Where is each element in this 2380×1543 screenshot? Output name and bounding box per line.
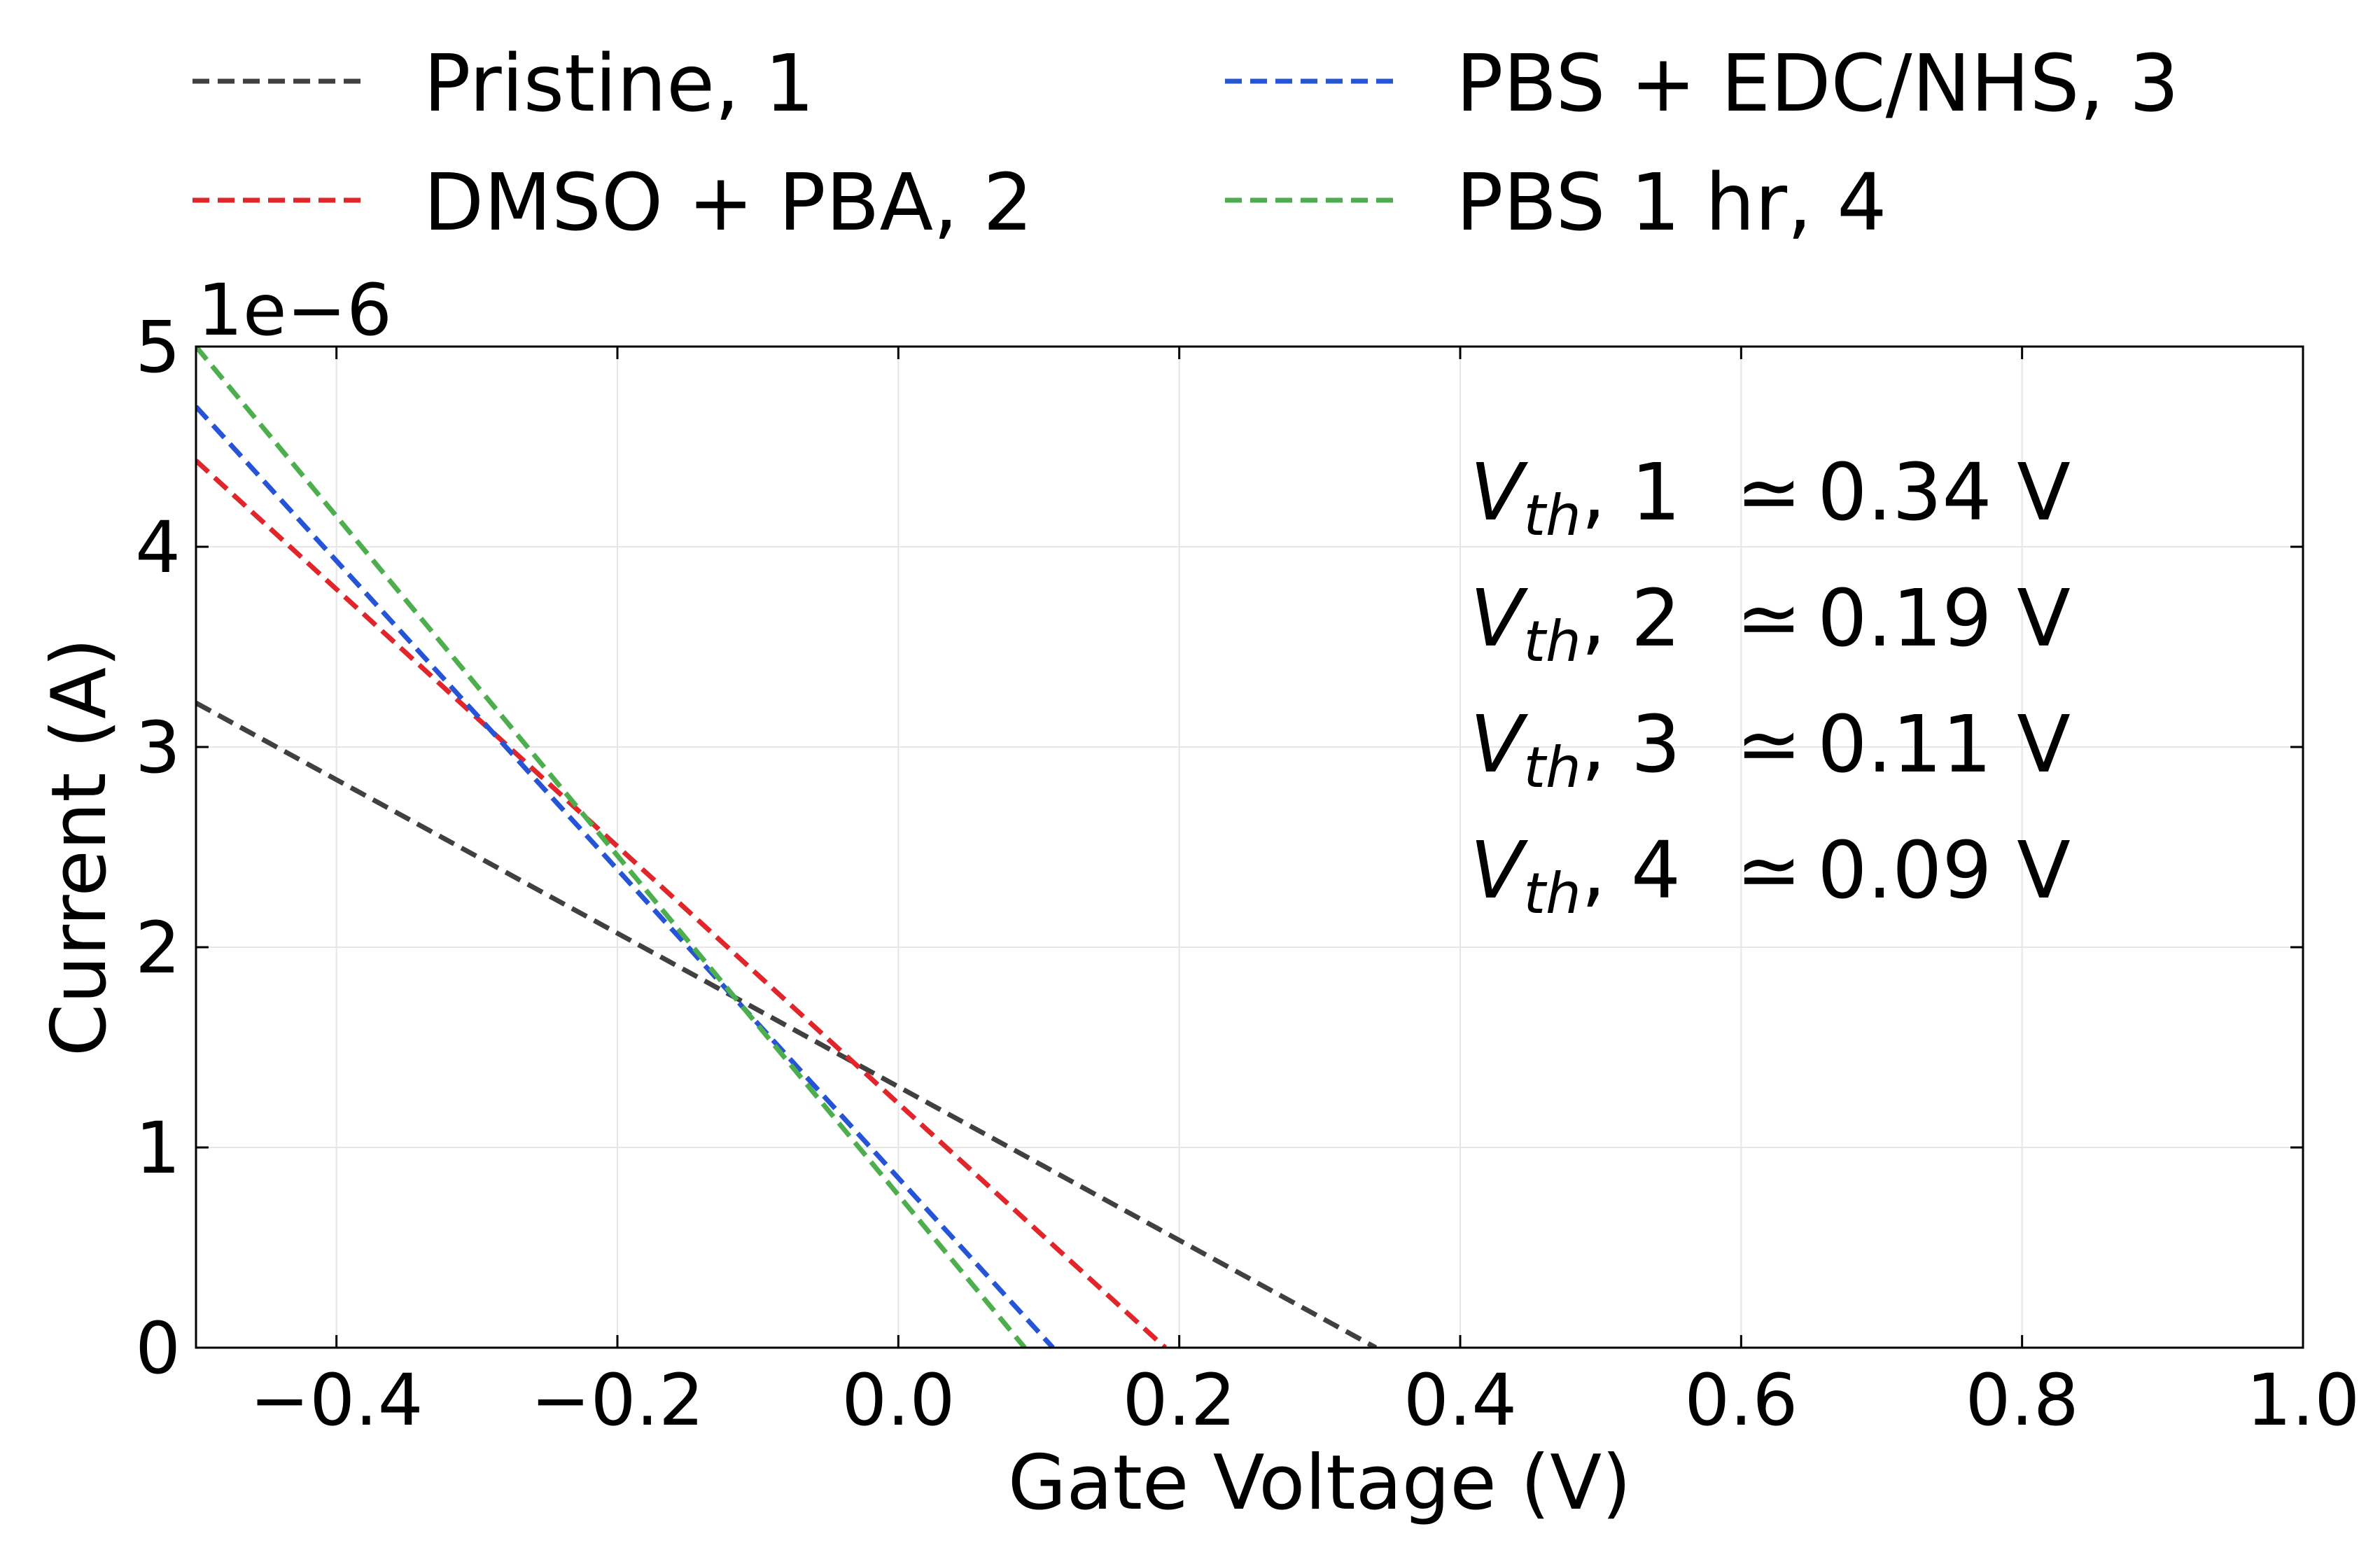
vth-value: ≃ 0.11 V xyxy=(1736,699,2071,790)
series-line xyxy=(196,347,1027,1348)
series-line xyxy=(196,701,1378,1348)
annotations: Vth, 1 ≃ 0.34 V Vth, 2 ≃ 0.19 V Vth, 3 ≃ 0.11… xyxy=(1470,447,2071,926)
y-tick-label: 1 xyxy=(135,1107,181,1190)
series-line xyxy=(196,459,1167,1348)
legend-entry: PBS + EDC/NHS, 3 xyxy=(1456,39,2179,130)
legend-entry: PBS 1 hr, 4 xyxy=(1456,158,1886,249)
y-tick-label: 4 xyxy=(135,506,181,589)
x-tick-label: 1.0 xyxy=(2246,1359,2360,1442)
vth-value: ≃ 0.09 V xyxy=(1736,825,2071,916)
x-tick-label: 0.0 xyxy=(841,1359,955,1442)
legend-entry: DMSO + PBA, 2 xyxy=(424,158,1033,249)
x-tick-label: 0.6 xyxy=(1684,1359,1798,1442)
x-tick-label: 0.8 xyxy=(1966,1359,2079,1442)
x-tick-label: 0.2 xyxy=(1123,1359,1236,1442)
vth-annotation: Vth, 2 xyxy=(1470,573,1681,674)
vth-annotation: Vth, 4 xyxy=(1470,825,1681,926)
series-layer xyxy=(196,347,1378,1348)
ticks: −0.4 −0.2 0.0 0.2 0.4 0.6 0.8 1.0 0 1 2 3 4 5 xyxy=(135,306,2360,1442)
vth-annotation: Vth, 3 xyxy=(1470,699,1681,800)
vth-value: ≃ 0.19 V xyxy=(1736,573,2071,664)
series-line xyxy=(196,405,1055,1348)
x-tick-label: −0.4 xyxy=(250,1359,424,1442)
y-tick-label: 5 xyxy=(135,306,181,389)
y-tick-label: 2 xyxy=(135,907,181,990)
y-tick-label: 3 xyxy=(135,706,181,790)
vth-value: ≃ 0.34 V xyxy=(1736,447,2071,538)
plot-frame xyxy=(195,345,2304,1349)
legend: Pristine, 1 DMSO + PBA, 2 PBS + EDC/NHS, 3… xyxy=(192,39,2179,249)
y-axis-label: Current (A) xyxy=(36,638,123,1056)
vth-annotation: Vth, 1 xyxy=(1470,447,1681,548)
y-offset-label: 1e−6 xyxy=(197,269,392,352)
x-axis-label: Gate Voltage (V) xyxy=(1008,1439,1632,1527)
legend-entry: Pristine, 1 xyxy=(424,39,814,130)
x-tick-label: 0.4 xyxy=(1404,1359,1517,1442)
x-tick-label: −0.2 xyxy=(531,1359,704,1442)
y-tick-label: 0 xyxy=(135,1307,181,1390)
